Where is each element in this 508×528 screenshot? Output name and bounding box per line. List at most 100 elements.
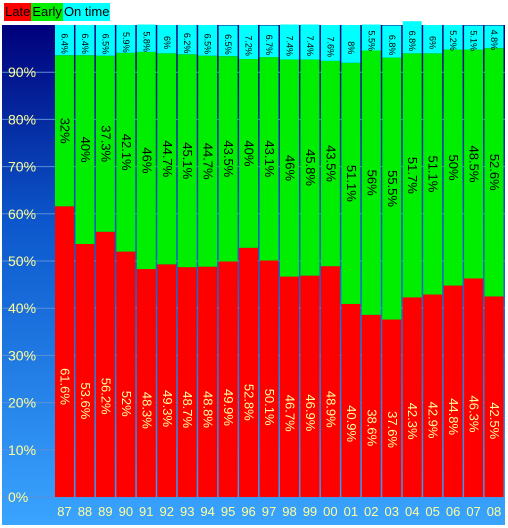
bar-segment-late <box>55 206 74 498</box>
data-label: 42.9% <box>426 402 441 439</box>
data-label: 6% <box>428 36 438 49</box>
x-tick-label: 00 <box>323 504 337 519</box>
bar-segment-early <box>198 55 218 267</box>
bar-segment-late <box>280 276 299 497</box>
bar-segment-late <box>116 251 136 497</box>
data-label: 6.8% <box>407 31 417 52</box>
data-label: 51.1% <box>344 165 359 202</box>
bar-segment-late <box>402 297 422 497</box>
x-tick-label: 98 <box>282 504 296 519</box>
data-label: 48.3% <box>139 392 154 429</box>
data-label: 6% <box>162 36 172 49</box>
bar-segment-early <box>464 49 484 279</box>
y-tick-label: 10% <box>8 442 36 458</box>
x-tick-label: 01 <box>344 504 358 519</box>
data-label: 40% <box>78 137 93 163</box>
data-label: 6.2% <box>182 33 192 54</box>
data-label: 5.1% <box>469 30 479 51</box>
bar-segment-late <box>218 261 238 497</box>
bar-segment-late <box>423 294 443 497</box>
data-label: 52% <box>119 391 134 417</box>
x-tick-label: 89 <box>98 504 112 519</box>
data-label: 52.8% <box>242 384 257 421</box>
bar-segment-early <box>423 53 443 295</box>
y-tick-label: 60% <box>8 206 36 222</box>
x-tick-label: 06 <box>446 504 460 519</box>
y-tick-label: 50% <box>8 253 36 269</box>
bar-segment-early <box>341 62 361 304</box>
data-label: 4.8% <box>489 30 499 51</box>
data-label: 56% <box>364 170 379 196</box>
bar-segment-on-time <box>382 25 402 58</box>
bar-segment-early <box>361 50 381 315</box>
bar-segment-early <box>280 59 299 277</box>
bar-segment-on-time <box>239 25 259 59</box>
data-label: 5.8% <box>141 31 151 52</box>
data-label: 46.9% <box>303 394 318 431</box>
data-label: 7.2% <box>244 35 254 56</box>
data-label: 49.9% <box>221 389 236 426</box>
data-label: 38.6% <box>364 409 379 446</box>
data-label: 7.6% <box>325 36 335 57</box>
x-tick-label: 87 <box>57 504 71 519</box>
data-label: 48.8% <box>201 391 216 428</box>
data-label: 51.7% <box>405 157 420 194</box>
axis-labels: 0% 10% 20% 30% 40% 50% 60% 70% 80% 90% 87 88 89 90 91 9… <box>8 64 501 519</box>
bar-segment-on-time <box>484 25 504 49</box>
legend-item-early: Early <box>31 3 63 21</box>
x-tick-label: 96 <box>241 504 255 519</box>
y-tick-label: 20% <box>8 395 36 411</box>
bar-segment-on-time <box>443 25 463 50</box>
data-label: 8% <box>346 41 356 54</box>
x-tick-label: 92 <box>160 504 174 519</box>
bar-segment-on-time <box>136 24 156 52</box>
bar-segment-early <box>95 55 115 232</box>
legend: Late Early On time <box>4 3 111 21</box>
data-label: 46% <box>282 155 297 181</box>
data-label: 46.3% <box>467 396 482 433</box>
data-labels: 61.6% 32% 6.4% 53.6% 40% 6.4% 56.2% 37.3% 6.5% 52… <box>57 30 502 449</box>
x-tick-label: 02 <box>364 504 378 519</box>
data-label: 5.5% <box>366 31 376 52</box>
bar-segment-late <box>136 269 156 497</box>
data-label: 61.6% <box>57 368 72 405</box>
bar-segment-on-time <box>177 25 197 55</box>
data-label: 42.1% <box>119 134 134 171</box>
data-label: 51.1% <box>426 155 441 192</box>
bar-segment-early <box>218 56 238 262</box>
data-label: 46% <box>139 147 154 173</box>
bars <box>55 21 504 498</box>
bar-segment-early <box>157 53 177 265</box>
data-label: 43.5% <box>323 145 338 182</box>
data-label: 6.4% <box>80 33 90 54</box>
bar-segment-late <box>464 278 484 497</box>
bar-segment-on-time <box>423 25 443 54</box>
data-label: 6.8% <box>387 35 397 56</box>
bar-segment-on-time <box>341 25 361 63</box>
y-tick-label: 30% <box>8 347 36 363</box>
data-label: 52.6% <box>487 154 502 191</box>
bar-segment-early <box>402 53 422 298</box>
bar-segment-late <box>75 244 95 497</box>
bar-segment-on-time <box>218 25 238 57</box>
x-tick-label: 91 <box>139 504 153 519</box>
bar-segment-late <box>259 260 279 497</box>
bar-segment-on-time <box>95 25 115 56</box>
y-tick-label: 0% <box>8 489 28 505</box>
bar-segment-on-time <box>464 25 484 50</box>
x-tick-label: 07 <box>466 504 480 519</box>
data-label: 43.1% <box>262 140 277 177</box>
data-label: 48.7% <box>180 391 195 428</box>
x-tick-label: 03 <box>385 504 399 519</box>
data-label: 7.4% <box>305 35 315 56</box>
data-label: 42.5% <box>487 402 502 439</box>
data-label: 6.7% <box>264 35 274 56</box>
bar-segment-early <box>484 48 504 297</box>
bar-segment-late <box>300 275 320 497</box>
data-label: 40% <box>242 140 257 166</box>
bar-segment-on-time <box>300 24 320 60</box>
y-tick-label: 80% <box>8 111 36 127</box>
bar-segment-late <box>382 319 402 497</box>
bar-segment-early <box>136 51 156 270</box>
